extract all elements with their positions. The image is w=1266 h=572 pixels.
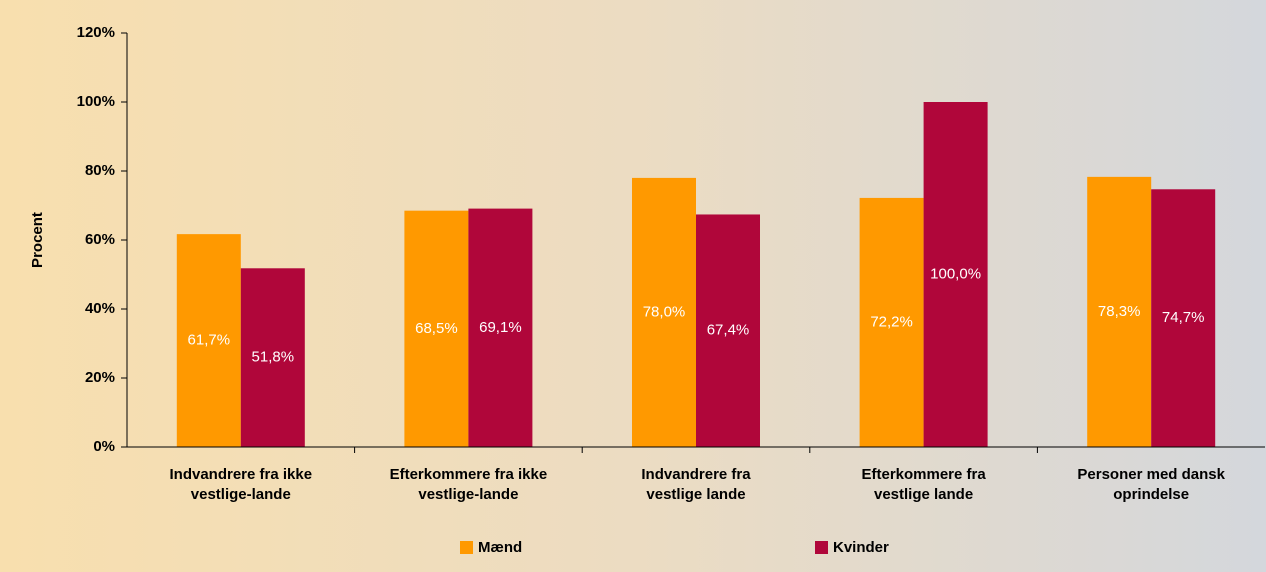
bar	[240, 268, 305, 447]
x-tick-label: Indvandrere fra ikke vestlige-lande	[170, 466, 313, 503]
legend-label: Mænd	[478, 539, 522, 556]
bar	[923, 102, 988, 447]
bar	[696, 214, 760, 447]
y-tick-label: 80%	[85, 162, 115, 179]
y-tick-label: 120%	[77, 24, 115, 41]
bar	[404, 210, 469, 447]
x-tick-label-line: Efterkommere fra	[861, 466, 986, 483]
y-tick-label: 0%	[93, 438, 115, 455]
y-tick-label: 40%	[85, 300, 115, 317]
x-tick-label: Indvandrere fra vestlige lande	[641, 466, 751, 503]
bar	[468, 208, 533, 447]
x-tick-label-line: Indvandrere fra ikke	[170, 466, 313, 483]
bar	[1151, 189, 1216, 447]
value-label: 68,5%	[415, 320, 458, 337]
value-label: 61,7%	[188, 332, 231, 349]
y-tick-label: 100%	[77, 93, 115, 110]
y-tick-label: 60%	[85, 231, 115, 248]
value-label: 51,8%	[252, 349, 295, 366]
x-tick-label-line: vestlige-lande	[418, 486, 518, 503]
legend-swatch	[460, 541, 473, 554]
x-tick-label-line: vestlige lande	[874, 486, 973, 503]
x-tick-label-line: Efterkommere fra ikke	[390, 466, 548, 483]
x-tick-label: Efterkommere fra vestlige lande	[861, 466, 986, 503]
x-tick-label: Personer med dansk oprindelse	[1077, 466, 1225, 503]
bar	[176, 234, 241, 447]
value-label: 74,7%	[1162, 309, 1205, 326]
value-label: 78,0%	[643, 303, 686, 320]
legend-label: Kvinder	[833, 539, 889, 556]
bar	[632, 177, 696, 447]
y-axis-label: Procent	[29, 212, 46, 268]
bar	[1087, 176, 1152, 448]
value-label: 67,4%	[707, 322, 750, 339]
value-label: 100,0%	[930, 265, 981, 282]
y-tick-label: 20%	[85, 369, 115, 386]
x-tick-label: Efterkommere fra ikke vestlige-lande	[390, 466, 548, 503]
x-tick-label-line: Personer med dansk	[1077, 466, 1225, 483]
value-label: 72,2%	[870, 313, 913, 330]
x-tick-label-line: Indvandrere fra	[641, 466, 751, 483]
legend-swatch	[815, 541, 828, 554]
bar	[859, 197, 924, 447]
x-tick-label-line: oprindelse	[1113, 486, 1189, 503]
x-tick-label-line: vestlige lande	[646, 486, 745, 503]
value-label: 69,1%	[479, 319, 522, 336]
value-label: 78,3%	[1098, 303, 1141, 320]
x-tick-label-line: vestlige-lande	[191, 486, 291, 503]
